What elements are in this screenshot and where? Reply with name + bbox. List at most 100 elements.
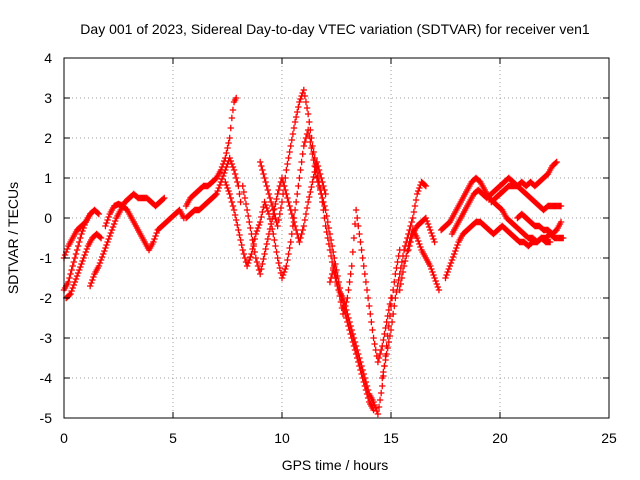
data-point <box>241 194 249 202</box>
data-point <box>301 216 309 224</box>
data-point <box>294 190 301 198</box>
data-point <box>286 244 293 252</box>
data-point <box>382 324 389 332</box>
data-point <box>234 221 241 229</box>
series-track <box>182 94 240 210</box>
data-point <box>302 210 310 218</box>
data-point <box>259 260 266 268</box>
data-point <box>398 258 406 266</box>
data-point <box>286 148 293 156</box>
y-axis-label: SDTVAR / TECUs <box>5 182 21 294</box>
data-point <box>275 259 282 267</box>
data-point <box>262 201 269 209</box>
data-point <box>110 220 118 228</box>
data-point <box>359 366 366 374</box>
data-point <box>226 190 233 198</box>
data-point <box>380 368 387 376</box>
data-point <box>300 142 307 150</box>
data-point <box>300 86 307 94</box>
data-point <box>69 284 76 292</box>
data-point <box>321 202 328 210</box>
data-point <box>150 238 157 246</box>
data-point <box>383 350 390 358</box>
data-point <box>452 247 459 255</box>
data-point <box>304 110 312 118</box>
data-point <box>322 190 329 198</box>
data-point <box>320 182 327 190</box>
data-point <box>361 270 369 278</box>
data-point <box>95 210 103 218</box>
data-point <box>327 236 335 244</box>
data-point <box>351 338 359 346</box>
data-point <box>310 173 317 181</box>
x-tick-label: 0 <box>60 430 68 446</box>
chart-title: Day 001 of 2023, Sidereal Day-to-day VTE… <box>80 21 590 37</box>
data-point <box>357 358 364 366</box>
data-point <box>273 248 280 256</box>
data-point <box>251 248 258 256</box>
data-point <box>265 230 273 238</box>
data-point <box>422 182 430 190</box>
series-track <box>396 226 443 294</box>
data-point <box>72 275 80 283</box>
data-point <box>297 234 304 242</box>
data-point <box>431 274 438 282</box>
data-point <box>377 346 385 354</box>
data-point <box>413 190 421 198</box>
data-point <box>78 230 85 238</box>
data-point <box>230 206 238 214</box>
data-point <box>233 94 240 102</box>
y-tick-label: 0 <box>44 210 52 226</box>
data-point <box>86 210 94 218</box>
data-point <box>303 104 311 112</box>
data-point <box>238 241 245 249</box>
data-point <box>285 250 292 258</box>
x-tick-label: 20 <box>492 430 508 446</box>
data-point <box>326 246 334 254</box>
data-point <box>428 229 435 237</box>
data-point <box>373 407 381 415</box>
data-point <box>73 246 81 254</box>
data-point <box>100 250 107 258</box>
data-point <box>66 291 73 299</box>
data-point <box>77 234 84 242</box>
data-point <box>236 231 243 239</box>
data-point <box>303 204 311 212</box>
series-track <box>102 200 188 254</box>
data-point <box>239 246 246 254</box>
data-point <box>152 232 159 240</box>
data-point <box>380 336 387 344</box>
data-point <box>306 118 313 126</box>
data-point <box>81 251 88 259</box>
data-point <box>240 250 248 258</box>
data-point <box>326 278 334 286</box>
data-point <box>78 260 85 268</box>
data-point <box>79 227 86 235</box>
data-point <box>323 228 330 236</box>
data-point <box>309 178 316 186</box>
data-point <box>322 222 329 230</box>
data-point <box>371 401 378 409</box>
data-point <box>280 268 288 276</box>
data-point <box>433 280 440 288</box>
series-track <box>182 154 244 222</box>
data-point <box>344 294 351 302</box>
data-point <box>257 218 264 226</box>
data-point <box>229 106 237 114</box>
data-point <box>298 230 305 238</box>
data-point <box>304 198 312 206</box>
data-point <box>263 182 270 190</box>
data-point <box>399 268 407 276</box>
data-point <box>284 194 291 202</box>
data-point <box>257 270 264 278</box>
data-point <box>151 235 158 243</box>
data-point <box>379 382 386 390</box>
data-point <box>73 272 81 280</box>
data-point <box>288 136 296 144</box>
data-point <box>423 217 431 225</box>
data-point <box>336 292 343 300</box>
data-point <box>354 214 361 222</box>
data-point <box>212 191 219 199</box>
data-point <box>82 248 89 256</box>
data-point <box>307 138 314 146</box>
